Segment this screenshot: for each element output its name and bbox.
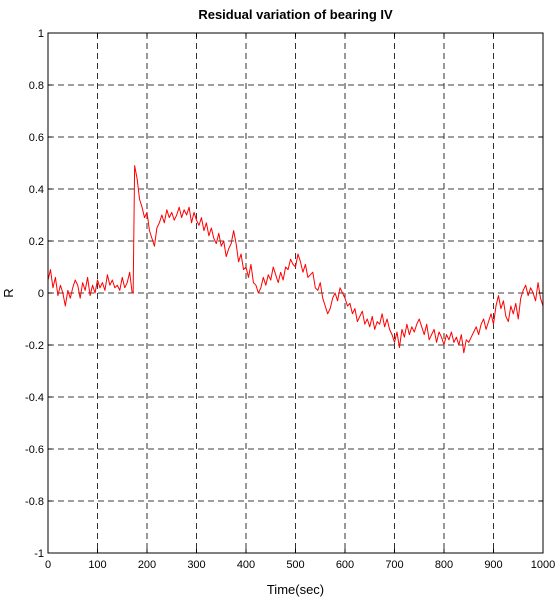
y-tick-label: 0: [38, 288, 44, 300]
y-tick-label: -0.4: [25, 392, 44, 404]
y-tick-label: 0.6: [29, 132, 44, 144]
y-tick-label: -1: [34, 548, 44, 560]
x-tick-label: 200: [138, 559, 156, 571]
tick-marks: [47, 32, 544, 554]
y-tick-label: 0.8: [29, 80, 44, 92]
x-tick-label: 500: [286, 559, 304, 571]
x-tick-label: 300: [187, 559, 205, 571]
x-tick-labels: 0 100 200 300 400 500 600 700 800 900 1000: [45, 559, 555, 571]
x-tick-label: 1000: [531, 559, 555, 571]
y-tick-label: -0.6: [25, 444, 44, 456]
series-layer: [47, 165, 544, 354]
y-tick-labels: -1 -0.8 -0.6 -0.4 -0.2 0 0.2 0.4 0.6 0.8 1: [25, 28, 44, 560]
x-tick-label: 900: [484, 559, 502, 571]
y-axis-label: R: [1, 288, 16, 297]
x-tick-label: 600: [336, 559, 354, 571]
x-tick-label: 700: [385, 559, 403, 571]
x-tick-label: 800: [435, 559, 453, 571]
y-tick-label: -0.2: [25, 340, 44, 352]
x-tick-label: 100: [88, 559, 106, 571]
residual-series-line: [47, 165, 544, 354]
grid-lines: [48, 33, 543, 553]
y-tick-label: 1: [38, 28, 44, 40]
y-tick-label: 0.2: [29, 236, 44, 248]
x-axis-label: Time(sec): [267, 582, 324, 597]
y-tick-label: 0.4: [29, 184, 44, 196]
x-tick-label: 400: [237, 559, 255, 571]
chart-title: Residual variation of bearing IV: [198, 7, 393, 22]
x-tick-label: 0: [45, 559, 51, 571]
y-tick-label: -0.8: [25, 496, 44, 508]
